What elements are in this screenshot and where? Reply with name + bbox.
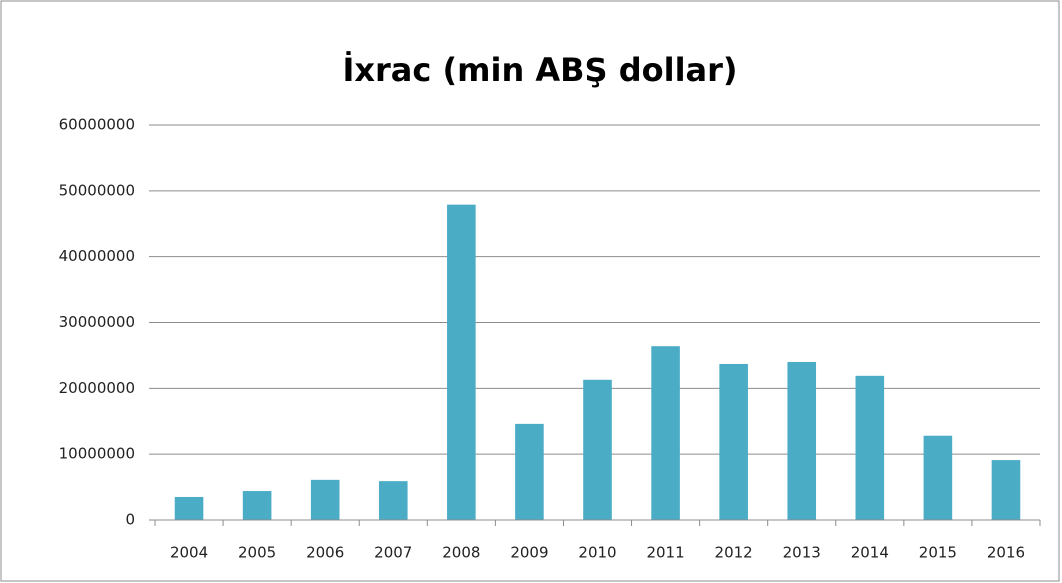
y-tick-label: 50000000	[59, 181, 135, 199]
x-tick-label: 2015	[919, 544, 957, 562]
bar	[242, 491, 272, 520]
bar	[310, 479, 340, 520]
y-tick-label: 20000000	[59, 379, 135, 397]
bar	[923, 435, 953, 520]
x-tick-label: 2006	[306, 544, 344, 562]
x-tick-label: 2012	[715, 544, 753, 562]
x-tick-label: 2009	[510, 544, 548, 562]
y-tick-label: 40000000	[59, 247, 135, 265]
x-tick-label: 2008	[442, 544, 480, 562]
bar	[378, 481, 408, 520]
x-tick-label: 2013	[783, 544, 821, 562]
y-tick-label: 0	[125, 511, 135, 529]
x-tick-label: 2010	[578, 544, 616, 562]
y-tick-label: 60000000	[59, 116, 135, 134]
y-tick-label: 10000000	[59, 445, 135, 463]
x-tick-label: 2016	[987, 544, 1025, 562]
x-tick-label: 2004	[170, 544, 208, 562]
x-tick-label: 2011	[646, 544, 684, 562]
bar	[651, 346, 680, 520]
bar	[583, 379, 612, 520]
bar	[787, 362, 817, 520]
y-tick-label: 30000000	[59, 313, 135, 331]
bar	[855, 375, 885, 520]
chart-title: İxrac (min ABŞ dollar)	[342, 51, 737, 89]
bar	[447, 204, 476, 521]
bar	[174, 496, 204, 520]
bar	[719, 363, 748, 520]
bar	[515, 423, 544, 520]
bar	[991, 460, 1021, 520]
x-tick-label: 2007	[374, 544, 412, 562]
x-tick-label: 2014	[851, 544, 889, 562]
x-tick-label: 2005	[238, 544, 276, 562]
